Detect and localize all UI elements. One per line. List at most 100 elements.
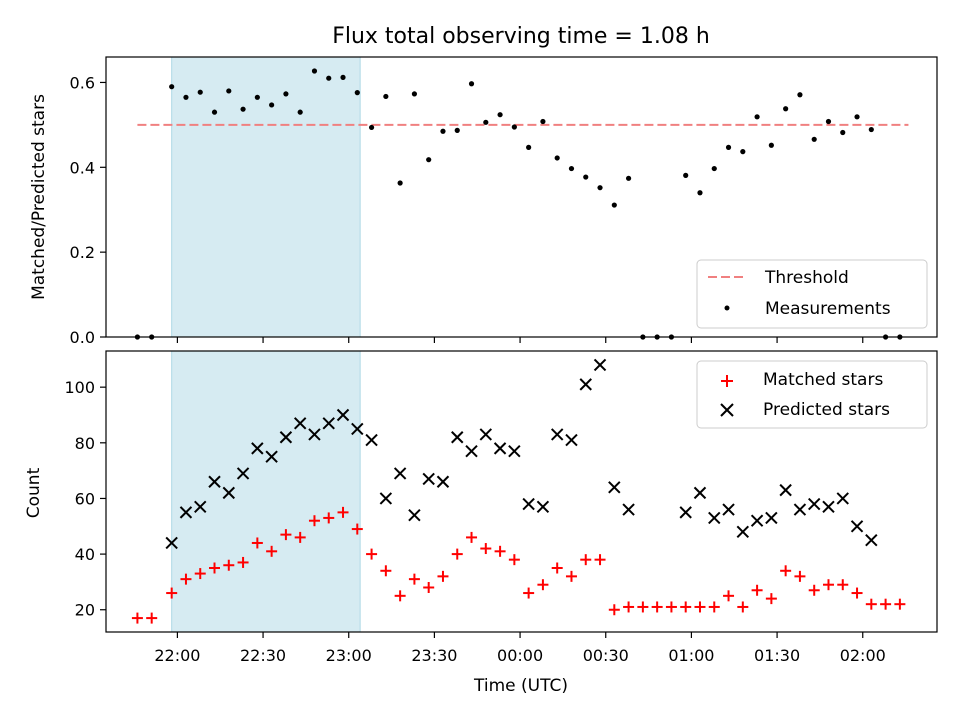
matched-star-point <box>209 562 221 574</box>
matched-star-point <box>166 587 178 599</box>
legend-matched-swatch <box>721 375 733 387</box>
y-tick-label: 0.0 <box>70 328 95 347</box>
ratio-legend-box <box>696 259 928 329</box>
matched-star-point <box>180 573 192 585</box>
predicted-star-point <box>208 475 221 488</box>
measurement-point <box>340 74 346 80</box>
matched-star-point <box>266 545 278 557</box>
matched-star-point <box>651 601 663 613</box>
matched-star-point <box>608 604 620 616</box>
matched-star-point <box>751 584 763 596</box>
predicted-star-point <box>408 508 421 522</box>
measurement-point <box>768 142 774 148</box>
predicted-star-point <box>622 503 635 516</box>
measurement-point <box>797 92 803 98</box>
measurement-point <box>197 89 203 95</box>
matched-star-point <box>723 590 735 602</box>
measurement-point <box>183 94 189 100</box>
ratio-x-ticks <box>176 337 864 343</box>
measurement-point <box>269 102 275 108</box>
predicted-star-point <box>522 497 535 511</box>
matched-star-point <box>508 554 520 566</box>
predicted-star-point <box>807 497 821 511</box>
measurement-point <box>497 112 503 118</box>
predicted-star-point <box>550 428 564 441</box>
count-legend-box <box>696 360 928 429</box>
legend-predicted-swatch <box>720 403 734 417</box>
matched-star-point <box>680 601 692 613</box>
y-tick-label: 60 <box>75 489 95 508</box>
predicted-star-point <box>536 500 550 514</box>
measurement-point <box>468 81 475 87</box>
x-tick-label: 00:00 <box>497 646 543 665</box>
count-points <box>131 358 906 624</box>
matched-star-point <box>880 598 892 610</box>
matched-star-point <box>580 554 592 566</box>
predicted-star-point <box>279 431 293 444</box>
predicted-star-point <box>308 428 321 441</box>
matched-star-point <box>780 565 792 577</box>
y-tick-label: 100 <box>64 378 95 397</box>
ratio-panel: 0.0 0.2 0.4 0.6 Matched/Predicted stars Thr… <box>29 56 938 347</box>
predicted-star-point <box>465 444 478 458</box>
measurement-point <box>326 75 332 81</box>
legend-matched-label: Matched stars <box>763 370 883 390</box>
matched-star-point <box>394 590 406 602</box>
matched-star-point <box>323 512 335 524</box>
measurement-point <box>311 68 318 74</box>
matched-star-point <box>366 548 378 560</box>
predicted-star-point <box>865 533 878 547</box>
predicted-star-point <box>565 433 578 447</box>
predicted-star-point <box>493 442 507 455</box>
measurement-point <box>754 114 760 120</box>
predicted-star-point <box>765 511 778 525</box>
measurement-point <box>511 124 517 130</box>
measurement-point <box>411 91 418 97</box>
measurement-point <box>683 172 689 178</box>
measurement-point <box>825 118 832 125</box>
measurement-point <box>440 128 446 134</box>
matched-star-point <box>351 523 363 535</box>
measurement-point <box>697 190 703 196</box>
measurement-point <box>611 202 617 208</box>
measurement-point <box>583 174 589 180</box>
predicted-star-point <box>379 492 393 505</box>
ratio-panel-frame <box>105 56 938 338</box>
predicted-star-point <box>236 467 250 480</box>
matched-star-point <box>480 543 492 555</box>
predicted-star-point <box>251 442 264 455</box>
matched-star-point <box>851 587 863 599</box>
x-tick-label: 23:00 <box>326 646 372 665</box>
matched-star-point <box>694 601 706 613</box>
y-tick-label: 40 <box>75 545 95 564</box>
measurement-point <box>854 114 860 120</box>
matched-star-point <box>765 593 777 605</box>
predicted-star-point <box>322 417 335 430</box>
y-tick-label: 0.4 <box>70 158 95 177</box>
measurement-point <box>383 93 389 100</box>
matched-star-point <box>451 548 463 560</box>
predicted-star-point <box>608 481 621 494</box>
predicted-star-point <box>679 506 692 519</box>
matched-star-point <box>423 581 435 593</box>
matched-star-point <box>594 554 606 566</box>
x-tick-label: 00:30 <box>583 646 629 665</box>
measurement-point <box>254 94 260 100</box>
ratio-highlight-span <box>171 56 361 338</box>
measurement-point <box>725 144 732 150</box>
measurement-point <box>783 106 789 112</box>
x-tick-label: 01:00 <box>668 646 714 665</box>
predicted-star-point <box>779 483 792 497</box>
legend-threshold-label: Threshold <box>764 268 849 288</box>
predicted-star-point <box>479 428 493 441</box>
matched-star-point <box>131 612 143 624</box>
predicted-star-point <box>836 492 849 505</box>
measurement-point <box>169 84 175 90</box>
predicted-star-point <box>365 433 378 447</box>
matched-star-point <box>794 570 806 582</box>
predicted-star-point <box>722 503 735 516</box>
predicted-star-point <box>736 525 750 539</box>
matched-star-point <box>251 537 263 549</box>
predicted-star-point <box>750 514 764 527</box>
